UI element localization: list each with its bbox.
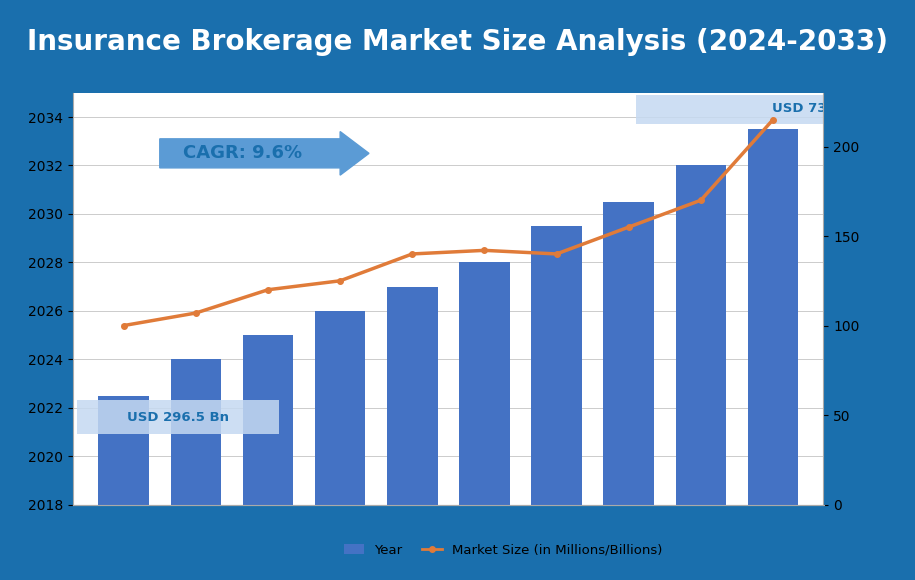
- Bar: [242, 335, 293, 505]
- Text: USD 735.75 Bn: USD 735.75 Bn: [771, 102, 883, 115]
- Text: www.datainterpretors.com: www.datainterpretors.com: [82, 550, 249, 563]
- FancyBboxPatch shape: [0, 0, 915, 84]
- Bar: [99, 396, 149, 505]
- Bar: [675, 165, 727, 505]
- Legend: Year, Market Size (in Millions/Billions): Year, Market Size (in Millions/Billions): [339, 538, 668, 562]
- Bar: [459, 262, 510, 505]
- Bar: [748, 129, 798, 505]
- FancyBboxPatch shape: [636, 95, 903, 124]
- FancyBboxPatch shape: [77, 400, 279, 434]
- Bar: [604, 202, 654, 505]
- Text: Insurance Brokerage Market Size Analysis (2024-2033): Insurance Brokerage Market Size Analysis…: [27, 28, 888, 56]
- Bar: [170, 359, 221, 505]
- Text: USD 296.5 Bn: USD 296.5 Bn: [127, 411, 229, 424]
- Bar: [387, 287, 437, 505]
- Bar: [315, 311, 365, 505]
- Bar: [532, 226, 582, 505]
- FancyArrow shape: [160, 132, 369, 175]
- Text: CAGR: 9.6%: CAGR: 9.6%: [183, 144, 302, 162]
